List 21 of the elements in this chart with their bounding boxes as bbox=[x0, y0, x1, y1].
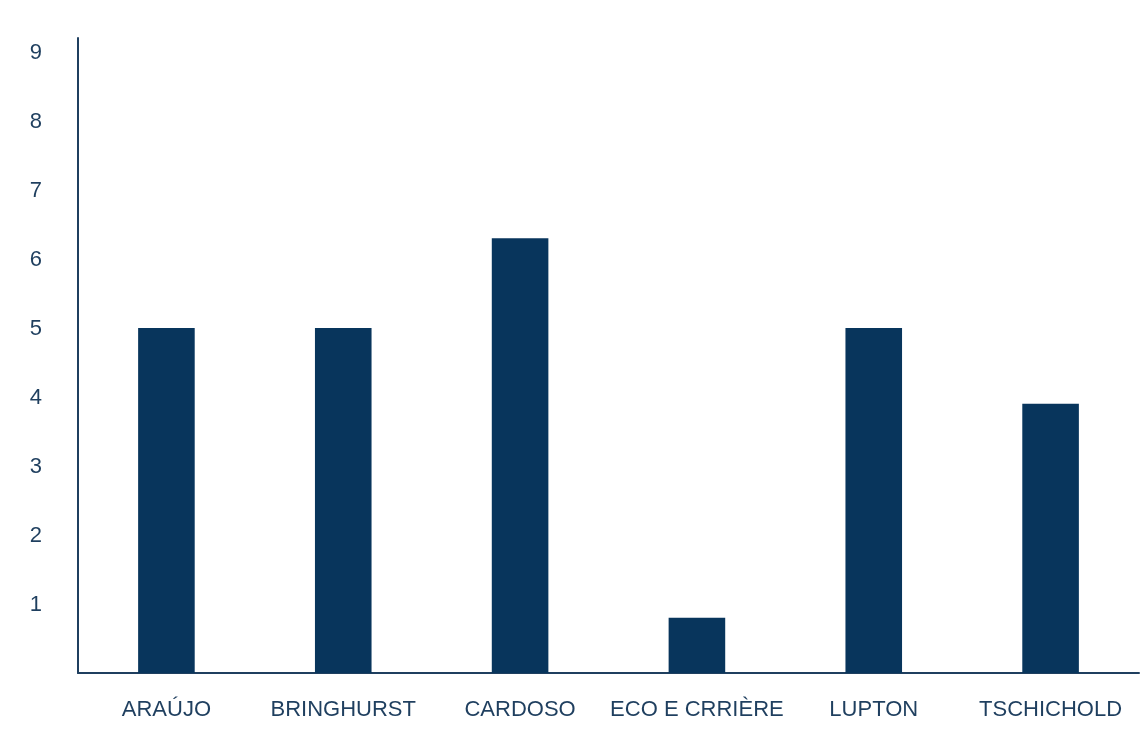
bar bbox=[314, 327, 372, 673]
y-tick-label: 1 bbox=[29, 591, 42, 617]
bar bbox=[845, 327, 903, 673]
y-tick-label: 9 bbox=[29, 39, 42, 65]
x-tick-label: LUPTON bbox=[829, 695, 919, 721]
x-tick-label: ARAÚJO bbox=[121, 695, 212, 721]
x-tick-label: BRINGHURST bbox=[270, 695, 416, 721]
x-tick-label: CARDOSO bbox=[464, 695, 576, 721]
y-tick-label: 5 bbox=[29, 315, 42, 341]
y-tick-label: 8 bbox=[29, 108, 42, 134]
y-tick-label: 4 bbox=[29, 384, 42, 410]
y-tick-label: 7 bbox=[29, 177, 42, 203]
y-tick-label: 6 bbox=[29, 246, 42, 272]
bar bbox=[1022, 403, 1079, 673]
x-tick-label: ECO E CRRIÈRE bbox=[610, 695, 784, 721]
x-tick-label: TSCHICHOLD bbox=[979, 695, 1123, 721]
y-tick-label: 2 bbox=[29, 522, 42, 548]
y-tick-label: 3 bbox=[29, 453, 42, 479]
bar bbox=[491, 238, 549, 673]
bar bbox=[668, 617, 726, 673]
bar bbox=[138, 327, 195, 673]
